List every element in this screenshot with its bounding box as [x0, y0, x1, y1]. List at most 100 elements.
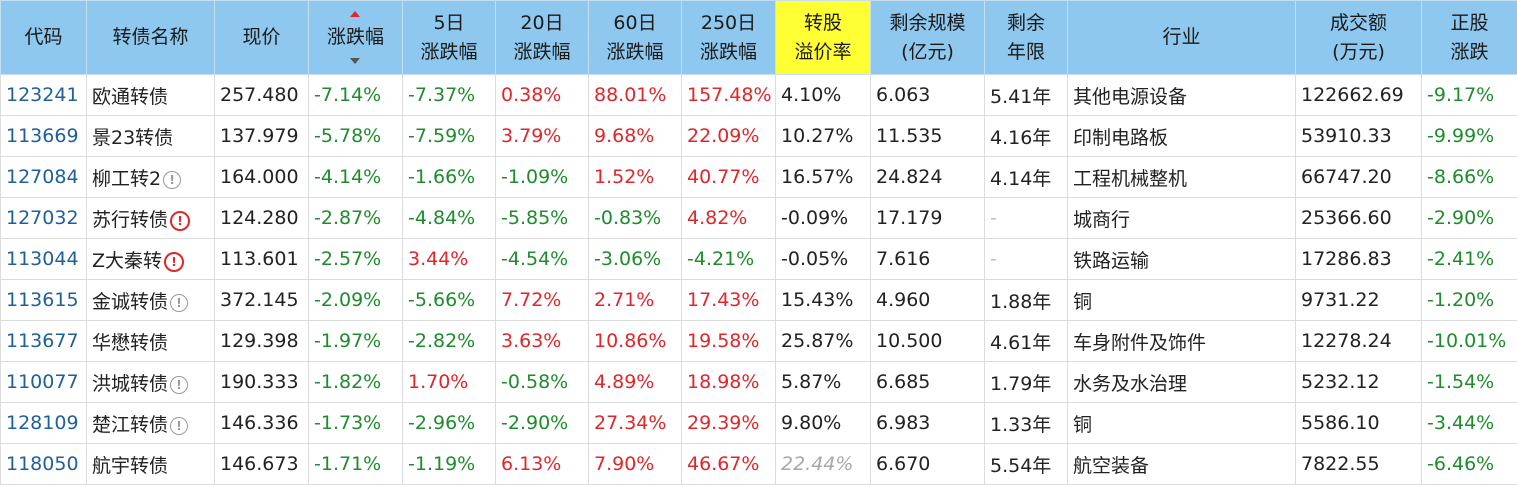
- remaining-scale-cell-text: 24.824: [876, 166, 943, 188]
- table-row[interactable]: 113677 华懋转债 129.398 -1.97% -2.82% 3.63% 10.86%…: [0, 320, 1517, 362]
- change-60d-cell-text: 1.52%: [594, 166, 655, 188]
- table-row[interactable]: 127032 苏行转债! 124.280 -2.87% -4.84% -5.85% -0.8…: [0, 197, 1517, 239]
- info-circle-icon[interactable]: !: [170, 416, 189, 435]
- change-60d-cell: 9.68%: [588, 115, 682, 157]
- change-250d-cell-text: 4.82%: [687, 207, 748, 229]
- conversion-premium-cell: 22.44%: [775, 443, 871, 485]
- header-label-wrap: 20日 涨跌幅: [513, 9, 570, 67]
- bond-name-cell[interactable]: Z大秦转!: [86, 238, 215, 280]
- change-20d-cell-text: -2.90%: [501, 412, 569, 434]
- change-60d-cell-text: 27.34%: [594, 412, 667, 434]
- turnover-cell-text: 66747.20: [1301, 166, 1392, 188]
- code-cell[interactable]: 123241: [0, 74, 87, 116]
- remaining-years-cell-text: 4.14年: [990, 167, 1052, 190]
- bond-name-cell-text: 柳工转2: [92, 167, 162, 190]
- stock-change-cell: -1.54%: [1421, 361, 1517, 403]
- bond-name-cell[interactable]: 航宇转债: [86, 443, 215, 485]
- change-60d-cell: 4.89%: [588, 361, 682, 403]
- header-label-line2: (亿元): [901, 40, 954, 63]
- change-20d-cell: -4.54%: [495, 238, 589, 280]
- stock-change-cell: -8.66%: [1421, 156, 1517, 198]
- bond-name-cell[interactable]: 金诚转债!: [86, 279, 215, 321]
- conversion-premium-cell-text: 22.44%: [781, 453, 854, 475]
- turnover-header[interactable]: 成交额 (万元): [1295, 0, 1422, 75]
- code-cell[interactable]: 118050: [0, 443, 87, 485]
- table-row[interactable]: 113615 金诚转债! 372.145 -2.09% -5.66% 7.72% 2.71%…: [0, 279, 1517, 321]
- code-cell[interactable]: 113615: [0, 279, 87, 321]
- remaining-scale-cell: 6.685: [870, 361, 985, 403]
- code-cell[interactable]: 110077: [0, 361, 87, 403]
- bond-name-cell[interactable]: 苏行转债!: [86, 197, 215, 239]
- code-cell[interactable]: 127032: [0, 197, 87, 239]
- change-250d-cell: 18.98%: [681, 361, 776, 403]
- change-5d-cell: -4.84%: [402, 197, 496, 239]
- code-cell[interactable]: 128109: [0, 402, 87, 444]
- warning-circle-icon[interactable]: !: [164, 251, 185, 272]
- header-label-wrap: 涨跌幅: [327, 11, 384, 64]
- info-circle-icon[interactable]: !: [163, 170, 182, 189]
- table-row[interactable]: 118050 航宇转债 146.673 -1.71% -1.19% 6.13% 7.90% 4…: [0, 443, 1517, 485]
- change-pct-cell-text: -1.73%: [314, 412, 382, 434]
- bond-name-cell[interactable]: 景23转债: [86, 115, 215, 157]
- stock-change-header[interactable]: 正股 涨跌: [1421, 0, 1517, 75]
- change-60d-header[interactable]: 60日 涨跌幅: [588, 0, 682, 75]
- table-row[interactable]: 110077 洪城转债! 190.333 -1.82% 1.70% -0.58% 4.89%…: [0, 361, 1517, 403]
- change-pct-header[interactable]: 涨跌幅: [308, 0, 403, 75]
- bond-name-cell[interactable]: 欧通转债: [86, 74, 215, 116]
- change-250d-cell: 22.09%: [681, 115, 776, 157]
- bond-name-cell[interactable]: 楚江转债!: [86, 402, 215, 444]
- remaining-scale-cell: 4.960: [870, 279, 985, 321]
- price-cell: 164.000: [214, 156, 309, 198]
- code-cell[interactable]: 113044: [0, 238, 87, 280]
- bond-name-cell-text: 洪城转债: [92, 372, 169, 395]
- bond-name-cell[interactable]: 洪城转债!: [86, 361, 215, 403]
- header-label-line1: 代码: [24, 26, 63, 48]
- change-250d-cell-text: -4.21%: [687, 248, 755, 270]
- remaining-years-cell-text: 5.41年: [990, 85, 1052, 108]
- change-5d-header[interactable]: 5日 涨跌幅: [402, 0, 496, 75]
- remaining-scale-cell-text: 6.685: [876, 371, 931, 393]
- info-circle-icon[interactable]: !: [170, 293, 189, 312]
- sort-descending-icon[interactable]: [350, 58, 361, 64]
- turnover-cell: 17286.83: [1295, 238, 1422, 280]
- remaining-scale-cell: 6.983: [870, 402, 985, 444]
- bond-name-cell[interactable]: 柳工转2!: [86, 156, 215, 198]
- change-250d-cell: 4.82%: [681, 197, 776, 239]
- code-cell[interactable]: 127084: [0, 156, 87, 198]
- code-header[interactable]: 代码: [0, 0, 87, 75]
- price-cell-text: 257.480: [220, 84, 299, 106]
- change-20d-cell: -2.90%: [495, 402, 589, 444]
- change-20d-header[interactable]: 20日 涨跌幅: [495, 0, 589, 75]
- warning-circle-icon[interactable]: !: [170, 210, 191, 231]
- conversion-premium-cell-text: -0.05%: [781, 248, 849, 270]
- conversion-premium-cell-text: 5.87%: [781, 371, 842, 393]
- table-row[interactable]: 123241 欧通转债 257.480 -7.14% -7.37% 0.38% 88.01%…: [0, 74, 1517, 116]
- code-cell[interactable]: 113669: [0, 115, 87, 157]
- sort-ascending-icon[interactable]: [350, 11, 361, 17]
- table-row[interactable]: 113669 景23转债 137.979 -5.78% -7.59% 3.79% 9.68%…: [0, 115, 1517, 157]
- industry-cell-text: 铁路运输: [1073, 249, 1150, 272]
- header-label-wrap: 转股 溢价率: [794, 9, 851, 67]
- remaining-scale-header[interactable]: 剩余规模 (亿元): [870, 0, 985, 75]
- remaining-years-header[interactable]: 剩余 年限: [984, 0, 1068, 75]
- change-250d-header[interactable]: 250日 涨跌幅: [681, 0, 776, 75]
- name-header[interactable]: 转债名称: [86, 0, 215, 75]
- header-label-wrap: 代码: [24, 23, 62, 52]
- change-5d-cell-text: -2.82%: [408, 330, 476, 352]
- code-cell[interactable]: 113677: [0, 320, 87, 362]
- stock-change-cell: -2.90%: [1421, 197, 1517, 239]
- info-circle-icon[interactable]: !: [170, 375, 189, 394]
- industry-header[interactable]: 行业: [1067, 0, 1296, 75]
- table-row[interactable]: 127084 柳工转2! 164.000 -4.14% -1.66% -1.09% 1.52…: [0, 156, 1517, 198]
- conversion-premium-header[interactable]: 转股 溢价率: [775, 0, 871, 75]
- price-header[interactable]: 现价: [214, 0, 309, 75]
- stock-change-cell-text: -3.44%: [1427, 412, 1495, 434]
- change-250d-cell: 46.67%: [681, 443, 776, 485]
- table-row[interactable]: 113044 Z大秦转! 113.601 -2.57% 3.44% -4.54% -3.06…: [0, 238, 1517, 280]
- bond-name-cell[interactable]: 华懋转债: [86, 320, 215, 362]
- table-row[interactable]: 128109 楚江转债! 146.336 -1.73% -2.96% -2.90% 27.3…: [0, 402, 1517, 444]
- code-cell-text: 127084: [6, 166, 79, 188]
- change-60d-cell-text: 4.89%: [594, 371, 655, 393]
- change-20d-cell-text: 3.63%: [501, 330, 562, 352]
- turnover-cell-text: 25366.60: [1301, 207, 1392, 229]
